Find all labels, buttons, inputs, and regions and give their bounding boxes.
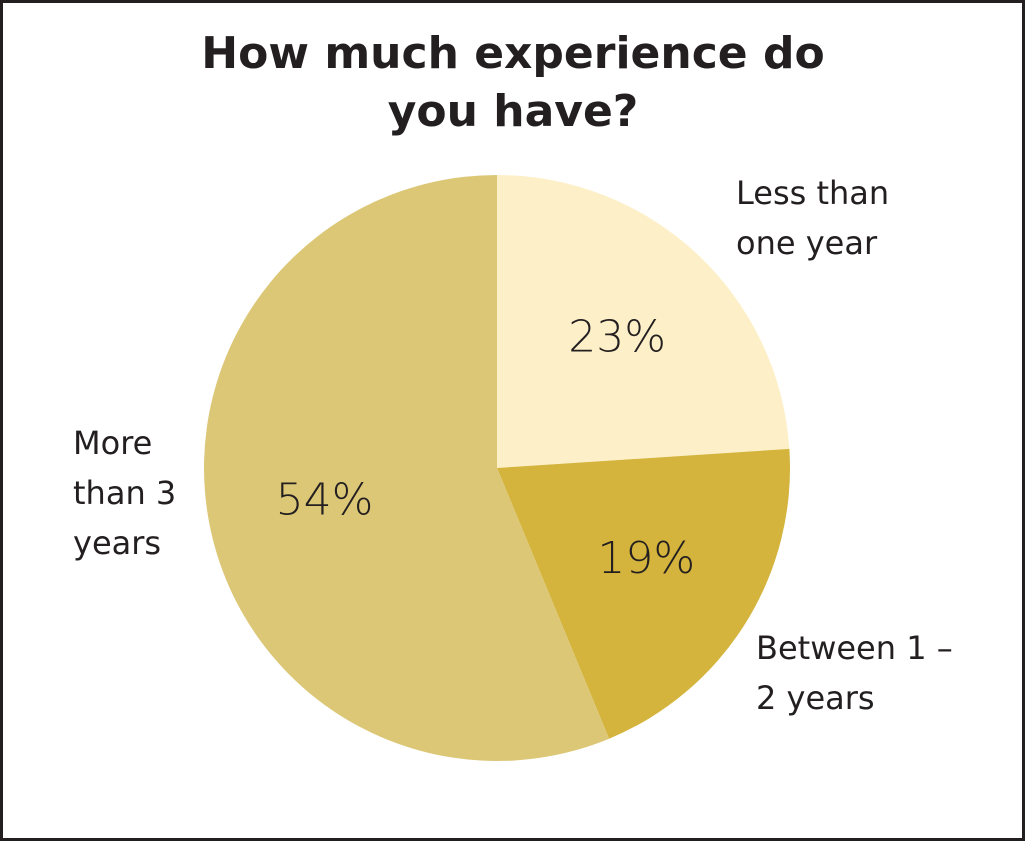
pie-chart: 23% 19% 54%: [204, 175, 790, 761]
chart-title: How much experience do you have?: [201, 28, 825, 137]
category-label: More than 3 years: [73, 424, 177, 562]
category-label: Between 1 – 2 years: [756, 629, 953, 717]
pie-slice: [497, 448, 790, 739]
category-label: Less than one year: [736, 174, 890, 262]
pie-slice: [204, 175, 610, 761]
value-label: 54%: [276, 474, 374, 525]
value-label: 23%: [568, 312, 666, 363]
pie-slice: [497, 175, 790, 468]
value-label: 19%: [597, 533, 695, 584]
